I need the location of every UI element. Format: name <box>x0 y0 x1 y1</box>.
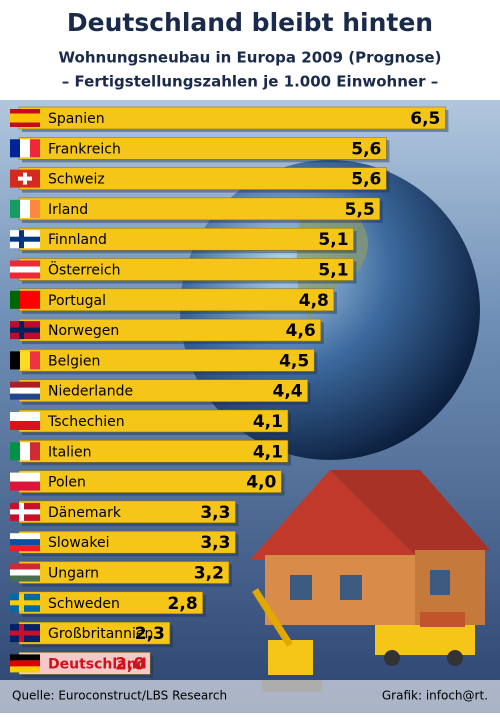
flag-stripe <box>10 122 40 127</box>
flag-stripe <box>10 533 40 540</box>
flag-cross <box>10 236 40 242</box>
value-label: 4,6 <box>286 321 316 341</box>
flag-stripe <box>10 660 40 667</box>
flag-stripe <box>10 199 20 218</box>
category-label: Ungarn <box>48 566 99 582</box>
category-label: Italien <box>48 444 91 460</box>
value-label: 5,6 <box>351 170 381 190</box>
flag-stripe <box>30 290 40 309</box>
flag-stripe <box>30 199 40 218</box>
flag-cross <box>10 600 40 606</box>
flag-stripe <box>10 472 40 482</box>
value-label: 5,1 <box>318 230 348 250</box>
flag-stripe <box>10 654 40 661</box>
value-label: 3,3 <box>200 503 230 523</box>
category-label: Österreich <box>48 261 120 279</box>
flag-cross <box>10 630 40 636</box>
flag-stripe <box>10 666 40 673</box>
flag-stripe <box>10 481 40 491</box>
value-label: 4,5 <box>279 351 309 371</box>
bars: Spanien 6,5 Frankreich 5,6 Schweiz 5,6 Irland 5… <box>10 106 449 678</box>
flag-stripe <box>10 575 40 582</box>
flag-stripe <box>10 442 20 461</box>
value-label: 5,5 <box>345 200 375 220</box>
flag-stripe <box>10 563 40 570</box>
chart-title: Deutschland bleibt hinten <box>67 8 433 37</box>
value-label: 4,0 <box>246 473 276 493</box>
value-label: 2,0 <box>115 654 145 674</box>
category-label: Portugal <box>48 293 106 309</box>
flag-stripe <box>10 569 40 576</box>
value-label: 5,6 <box>351 139 381 159</box>
category-label: Tschechien <box>47 414 125 430</box>
flag-stripe <box>20 351 30 370</box>
value-label: 2,8 <box>168 594 198 614</box>
category-label: Belgien <box>48 353 100 369</box>
category-label: Finnland <box>48 232 107 248</box>
credit: Grafik: infoch@rt. <box>382 689 488 703</box>
value-label: 5,1 <box>318 261 348 281</box>
value-label: 3,3 <box>200 533 230 553</box>
category-label: Dänemark <box>48 505 122 521</box>
value-label: 3,2 <box>194 564 224 584</box>
flag-stripe <box>10 393 40 400</box>
category-label: Slowakei <box>48 535 109 551</box>
flag-stripe <box>20 290 30 309</box>
category-label: Norwegen <box>48 323 119 339</box>
category-label: Irland <box>48 202 88 218</box>
flag-stripe <box>10 539 40 546</box>
flag-stripe <box>10 290 20 309</box>
category-label: Niederlande <box>48 384 133 400</box>
flag-stripe <box>10 139 20 158</box>
header-bg <box>0 0 500 100</box>
footer-bg <box>0 680 500 713</box>
flag-stripe <box>30 351 40 370</box>
flag-stripe <box>10 272 40 279</box>
flag-cross <box>10 327 40 333</box>
value-label: 4,8 <box>299 291 329 311</box>
flag-stripe <box>20 199 30 218</box>
truck <box>375 612 475 666</box>
flag-stripe <box>20 442 30 461</box>
flag-stripe <box>10 351 20 370</box>
flag-stripe <box>10 545 40 552</box>
flag-stripe <box>10 118 40 123</box>
value-label: 4,4 <box>273 382 303 402</box>
value-label: 4,1 <box>253 412 283 432</box>
category-label: Spanien <box>48 111 105 127</box>
chart-subtitle: – Fertigstellungszahlen je 1.000 Einwohn… <box>62 73 438 91</box>
flag-stripe <box>10 109 40 114</box>
value-label: 6,5 <box>410 109 440 129</box>
chart-subtitle: Wohnungsneubau in Europa 2009 (Prognose) <box>59 49 442 67</box>
category-label: Schweden <box>48 596 120 612</box>
value-label: 2,3 <box>135 624 165 644</box>
flag-stripe <box>10 266 40 273</box>
category-label: Frankreich <box>48 141 121 157</box>
flag-stripe <box>10 381 40 388</box>
flag-cross <box>18 176 32 181</box>
value-label: 4,1 <box>253 442 283 462</box>
flag-stripe <box>20 139 30 158</box>
flag-stripe <box>10 113 40 118</box>
flag-stripe <box>30 139 40 158</box>
house <box>250 470 490 625</box>
flag-stripe <box>10 421 40 430</box>
category-label: Schweiz <box>48 172 105 188</box>
flag-stripe <box>10 412 40 421</box>
flag-stripe <box>10 387 40 394</box>
category-label: Großbritannien <box>48 626 153 642</box>
flag-cross <box>10 509 40 515</box>
category-label: Deutschland <box>48 656 147 672</box>
flag-stripe <box>30 442 40 461</box>
source: Quelle: Euroconstruct/LBS Research <box>12 689 227 703</box>
flag-stripe <box>10 260 40 267</box>
category-label: Polen <box>48 475 86 491</box>
